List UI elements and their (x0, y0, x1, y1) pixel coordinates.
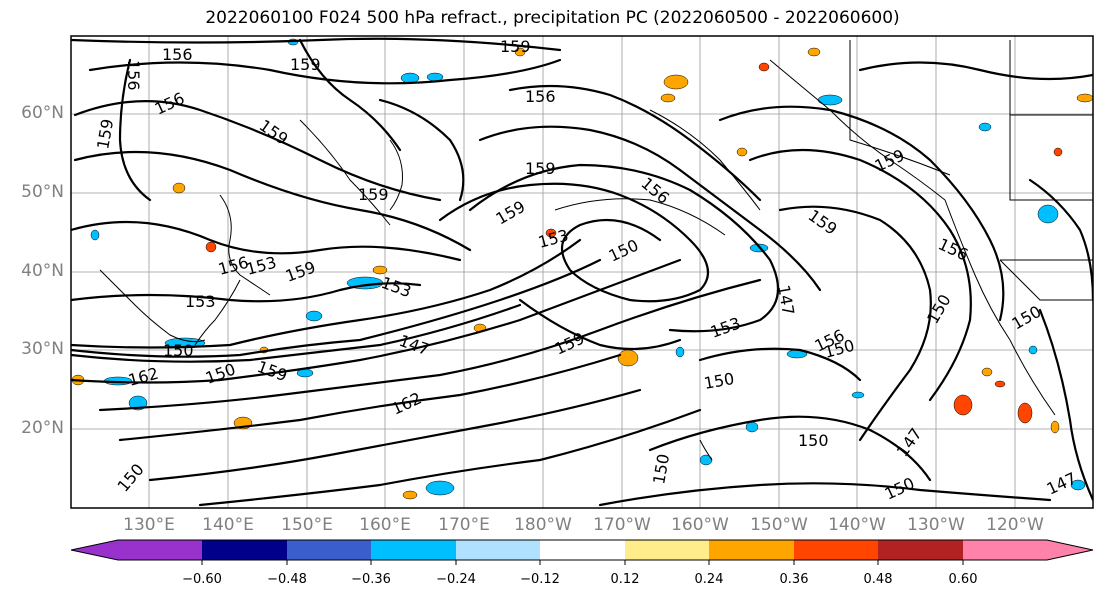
colorbar-segment (963, 540, 1047, 560)
lon-label-170e: 170°E (438, 515, 490, 535)
lon-label-130w: 130°W (907, 515, 965, 535)
colorbar-segment (540, 540, 625, 560)
colorbar-segment (371, 540, 456, 560)
contour-label: 150 (163, 341, 194, 360)
colorbar-tick-label: 0.36 (779, 572, 809, 587)
lon-label-180w: 180°W (514, 515, 572, 535)
colorbar-outline (70, 539, 1094, 561)
lon-label-150e: 150°E (281, 515, 333, 535)
contour-label: 150 (798, 431, 829, 450)
contour-label: 156 (162, 45, 193, 64)
contour-label: 159 (358, 185, 389, 204)
contour-label: 159 (525, 159, 556, 178)
contour-lines (71, 37, 1093, 507)
map-content: 156 159 159 156 156 159 159 156 159 159 … (71, 36, 1093, 508)
lat-label-60n: 60°N (21, 103, 64, 123)
colorbar-ticks (201, 560, 964, 565)
lat-label-50n: 50°N (21, 182, 64, 202)
colorbar-segment (709, 540, 794, 560)
map-frame (70, 35, 1094, 509)
contour-label: 156 (124, 60, 143, 91)
colorbar (70, 539, 1094, 565)
colorbar-tick-label: 0.60 (948, 572, 978, 587)
coastlines (99, 40, 1093, 461)
lon-label-120w: 120°W (986, 515, 1044, 535)
colorbar-tick-label: −0.36 (351, 572, 391, 587)
lat-label-20n: 20°N (21, 418, 64, 438)
colorbar-segment (456, 540, 540, 560)
colorbar-tick-label: −0.24 (436, 572, 476, 587)
contour-label: 159 (500, 37, 531, 56)
lon-label-140e: 140°E (202, 515, 254, 535)
colorbar-tick-label: 0.48 (863, 572, 893, 587)
colorbar-tick-label: 0.24 (694, 572, 724, 587)
colorbar-extend-high (1047, 540, 1093, 560)
lon-label-160w: 160°W (671, 515, 729, 535)
precipitation-patches (71, 38, 1093, 500)
colorbar-segment (287, 540, 371, 560)
colorbar-tick-label: 0.12 (610, 572, 640, 587)
lat-label-30n: 30°N (21, 339, 64, 359)
lon-label-170w: 170°W (593, 515, 651, 535)
lon-label-150w: 150°W (750, 515, 808, 535)
contour-label: 159 (290, 55, 321, 74)
contour-label: 156 (525, 87, 556, 106)
colorbar-extend-low (71, 540, 118, 560)
colorbar-segment (202, 540, 287, 560)
lon-label-160e: 160°E (359, 515, 411, 535)
colorbar-tick-label: −0.48 (267, 572, 307, 587)
graticule (71, 36, 1093, 508)
lat-label-40n: 40°N (21, 261, 64, 281)
lon-label-140w: 140°W (828, 515, 886, 535)
contour-label: 153 (185, 292, 216, 311)
colorbar-segment (878, 540, 963, 560)
colorbar-segment (794, 540, 878, 560)
colorbar-tick-label: −0.60 (182, 572, 222, 587)
colorbar-tick-label: −0.12 (520, 572, 560, 587)
colorbar-segment (625, 540, 709, 560)
colorbar-segment (118, 540, 202, 560)
lon-label-130e: 130°E (123, 515, 175, 535)
map-title: 2022060100 F024 500 hPa refract., precip… (205, 8, 900, 28)
